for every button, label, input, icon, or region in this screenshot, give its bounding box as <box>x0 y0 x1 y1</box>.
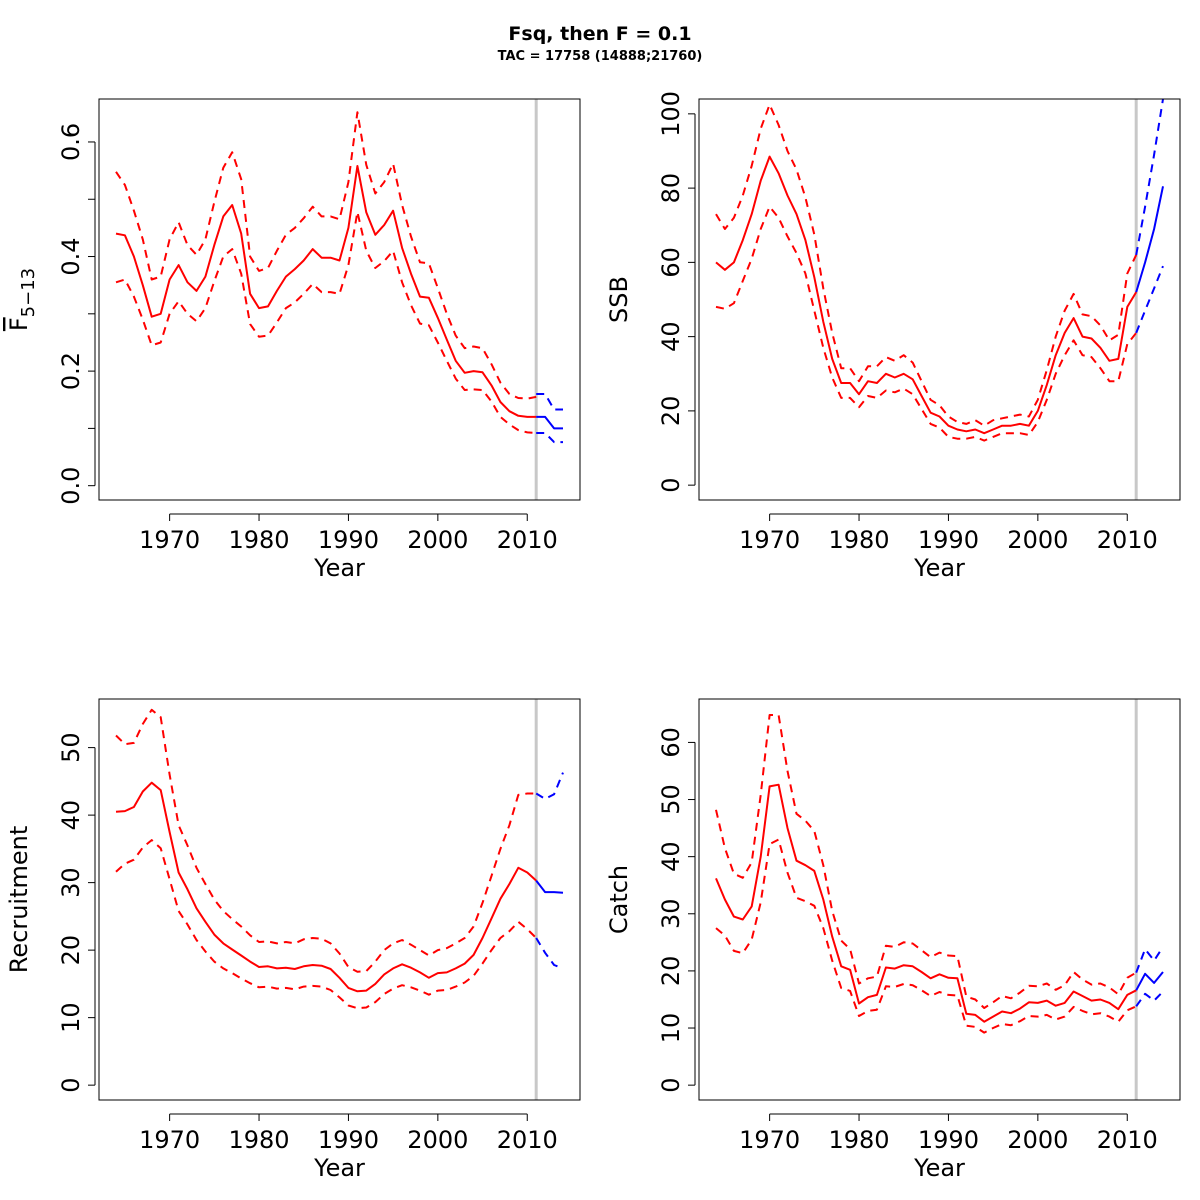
recruitment-panel: 1970 1980 1990 2000 2010 Year 0 10 20 30 40 50 Recru… <box>5 698 581 1182</box>
recruitment-y-axis-label: Recruitment <box>5 826 33 973</box>
recruitment-y-tick-label: 50 <box>57 732 85 763</box>
f-bar-y-label-subscript: 5−13 <box>18 268 39 317</box>
f-bar-y-tick-label: 0.0 <box>57 467 85 505</box>
catch-x-tick-label: 2010 <box>1097 1126 1158 1154</box>
catch-projection-upper-line <box>1135 946 1164 973</box>
catch-x-tick-label: 1980 <box>828 1126 889 1154</box>
ssb-y-tick-label: 0 <box>657 478 685 493</box>
recruitment-history-lower-line <box>115 839 537 1010</box>
ssb-x-tick-label: 2000 <box>1007 526 1068 554</box>
recruitment-history-upper-line <box>115 708 537 973</box>
catch-history-median-line <box>715 783 1137 1023</box>
f-bar-x-tick-label: 1990 <box>318 526 379 554</box>
ssb-projection-lower-line <box>1135 265 1164 334</box>
ssb-history-upper-line <box>715 103 1138 427</box>
catch-panel: 1970 1980 1990 2000 2010 Year 0 10 20 30 40 50 60 Cat… <box>605 698 1181 1182</box>
ssb-y-axis-label: SSB <box>605 276 633 323</box>
f-bar-history-median-line <box>115 165 537 418</box>
recruitment-x-tick-label: 2010 <box>497 1126 558 1154</box>
recruitment-x-tick-label: 2000 <box>407 1126 468 1154</box>
catch-history-upper-line <box>715 714 1137 1009</box>
catch-y-tick-label: 50 <box>657 784 685 815</box>
ssb-y-tick-label: 80 <box>657 173 685 204</box>
f-bar-panel: 1970 1980 1990 2000 2010 Year 0.0 0.2 0.4 0.6 F5−1… <box>5 98 581 582</box>
ssb-x-axis: 1970 1980 1990 2000 2010 <box>739 513 1158 554</box>
catch-x-tick-label: 1990 <box>918 1126 979 1154</box>
ssb-x-tick-label: 1970 <box>739 526 800 554</box>
catch-projection-lower-line <box>1135 990 1164 1007</box>
ssb-y-tick-label: 20 <box>657 396 685 427</box>
f-bar-projection-upper-line <box>536 393 563 411</box>
ssb-history-lower-line <box>715 205 1137 442</box>
f-bar-x-tick-label: 1980 <box>228 526 289 554</box>
catch-x-axis: 1970 1980 1990 2000 2010 <box>739 1113 1158 1154</box>
f-bar-x-tick-label: 2000 <box>407 526 468 554</box>
recruitment-x-axis: 1970 1980 1990 2000 2010 <box>139 1113 558 1154</box>
ssb-y-tick-label: 100 <box>657 91 685 137</box>
f-bar-y-tick-label: 0.2 <box>57 352 85 390</box>
ssb-y-tick-label: 40 <box>657 321 685 352</box>
f-bar-projection-median-line <box>536 415 563 430</box>
f-bar-x-axis-label: Year <box>313 554 365 582</box>
catch-y-tick-label: 40 <box>657 841 685 872</box>
catch-y-axis: 0 10 20 30 40 50 60 <box>657 727 696 1093</box>
catch-y-axis-label: Catch <box>605 865 633 934</box>
ssb-history-median-line <box>715 155 1138 435</box>
f-bar-history-lower-line <box>115 210 537 434</box>
recruitment-history-median-line <box>115 781 537 993</box>
f-bar-y-axis-label: F5−13 <box>5 268 39 331</box>
ssb-plot-frame <box>698 98 1181 501</box>
catch-y-tick-label: 10 <box>657 1013 685 1044</box>
catch-y-tick-label: 0 <box>657 1078 685 1093</box>
f-bar-y-tick-label: 0.4 <box>57 237 85 275</box>
recruitment-y-tick-label: 10 <box>57 1002 85 1033</box>
recruitment-y-tick-label: 20 <box>57 935 85 966</box>
recruitment-projection-lower-line <box>535 937 564 970</box>
recruitment-y-tick-label: 30 <box>57 867 85 898</box>
catch-y-tick-label: 60 <box>657 727 685 758</box>
recruitment-y-tick-label: 40 <box>57 800 85 831</box>
recruitment-y-axis: 0 10 20 30 40 50 <box>57 732 96 1093</box>
ssb-x-tick-label: 2010 <box>1097 526 1158 554</box>
recruitment-x-tick-label: 1990 <box>318 1126 379 1154</box>
figure-subtitle: TAC = 17758 (14888;21760) <box>498 49 703 64</box>
recruitment-projection-upper-line <box>535 772 564 800</box>
catch-y-tick-label: 30 <box>657 899 685 930</box>
catch-y-tick-label: 20 <box>657 956 685 987</box>
recruitment-plot-frame <box>98 698 581 1101</box>
f-bar-plot-frame <box>98 98 581 501</box>
catch-projection-median-line <box>1135 971 1164 991</box>
ssb-panel: 1970 1980 1990 2000 2010 Year 0 20 40 60 80 100 SSB <box>605 91 1181 582</box>
ssb-x-tick-label: 1990 <box>918 526 979 554</box>
recruitment-x-axis-label: Year <box>313 1154 365 1182</box>
catch-x-tick-label: 2000 <box>1007 1126 1068 1154</box>
ssb-x-axis-label: Year <box>913 554 965 582</box>
f-bar-x-tick-label: 2010 <box>497 526 558 554</box>
ssb-y-tick-label: 60 <box>657 247 685 278</box>
f-bar-history-upper-line <box>115 111 537 400</box>
f-bar-y-tick-label: 0.6 <box>57 123 85 161</box>
f-bar-projection-lower-line <box>536 432 563 444</box>
recruitment-x-tick-label: 1970 <box>139 1126 200 1154</box>
ssb-projection-upper-line <box>1135 98 1164 256</box>
recruitment-x-tick-label: 1980 <box>228 1126 289 1154</box>
catch-x-tick-label: 1970 <box>739 1126 800 1154</box>
f-bar-y-axis: 0.0 0.2 0.4 0.6 <box>57 123 96 505</box>
recruitment-y-tick-label: 0 <box>57 1078 85 1093</box>
catch-history-lower-line <box>715 838 1137 1034</box>
f-bar-y-label-main: F <box>5 317 33 331</box>
catch-x-axis-label: Year <box>913 1154 965 1182</box>
f-bar-x-tick-label: 1970 <box>139 526 200 554</box>
f-bar-x-axis: 1970 1980 1990 2000 2010 <box>139 513 558 554</box>
panels: 1970 1980 1990 2000 2010Year0.00.20.40.6F5−1… <box>5 91 1181 1182</box>
figure-title: Fsq, then F = 0.1 <box>508 23 691 45</box>
ssb-y-axis: 0 20 40 60 80 100 <box>657 91 696 493</box>
ssb-x-tick-label: 1980 <box>828 526 889 554</box>
ssb-projection-median-line <box>1135 186 1164 293</box>
recruitment-projection-median-line <box>535 879 564 894</box>
catch-plot-frame <box>698 698 1181 1101</box>
